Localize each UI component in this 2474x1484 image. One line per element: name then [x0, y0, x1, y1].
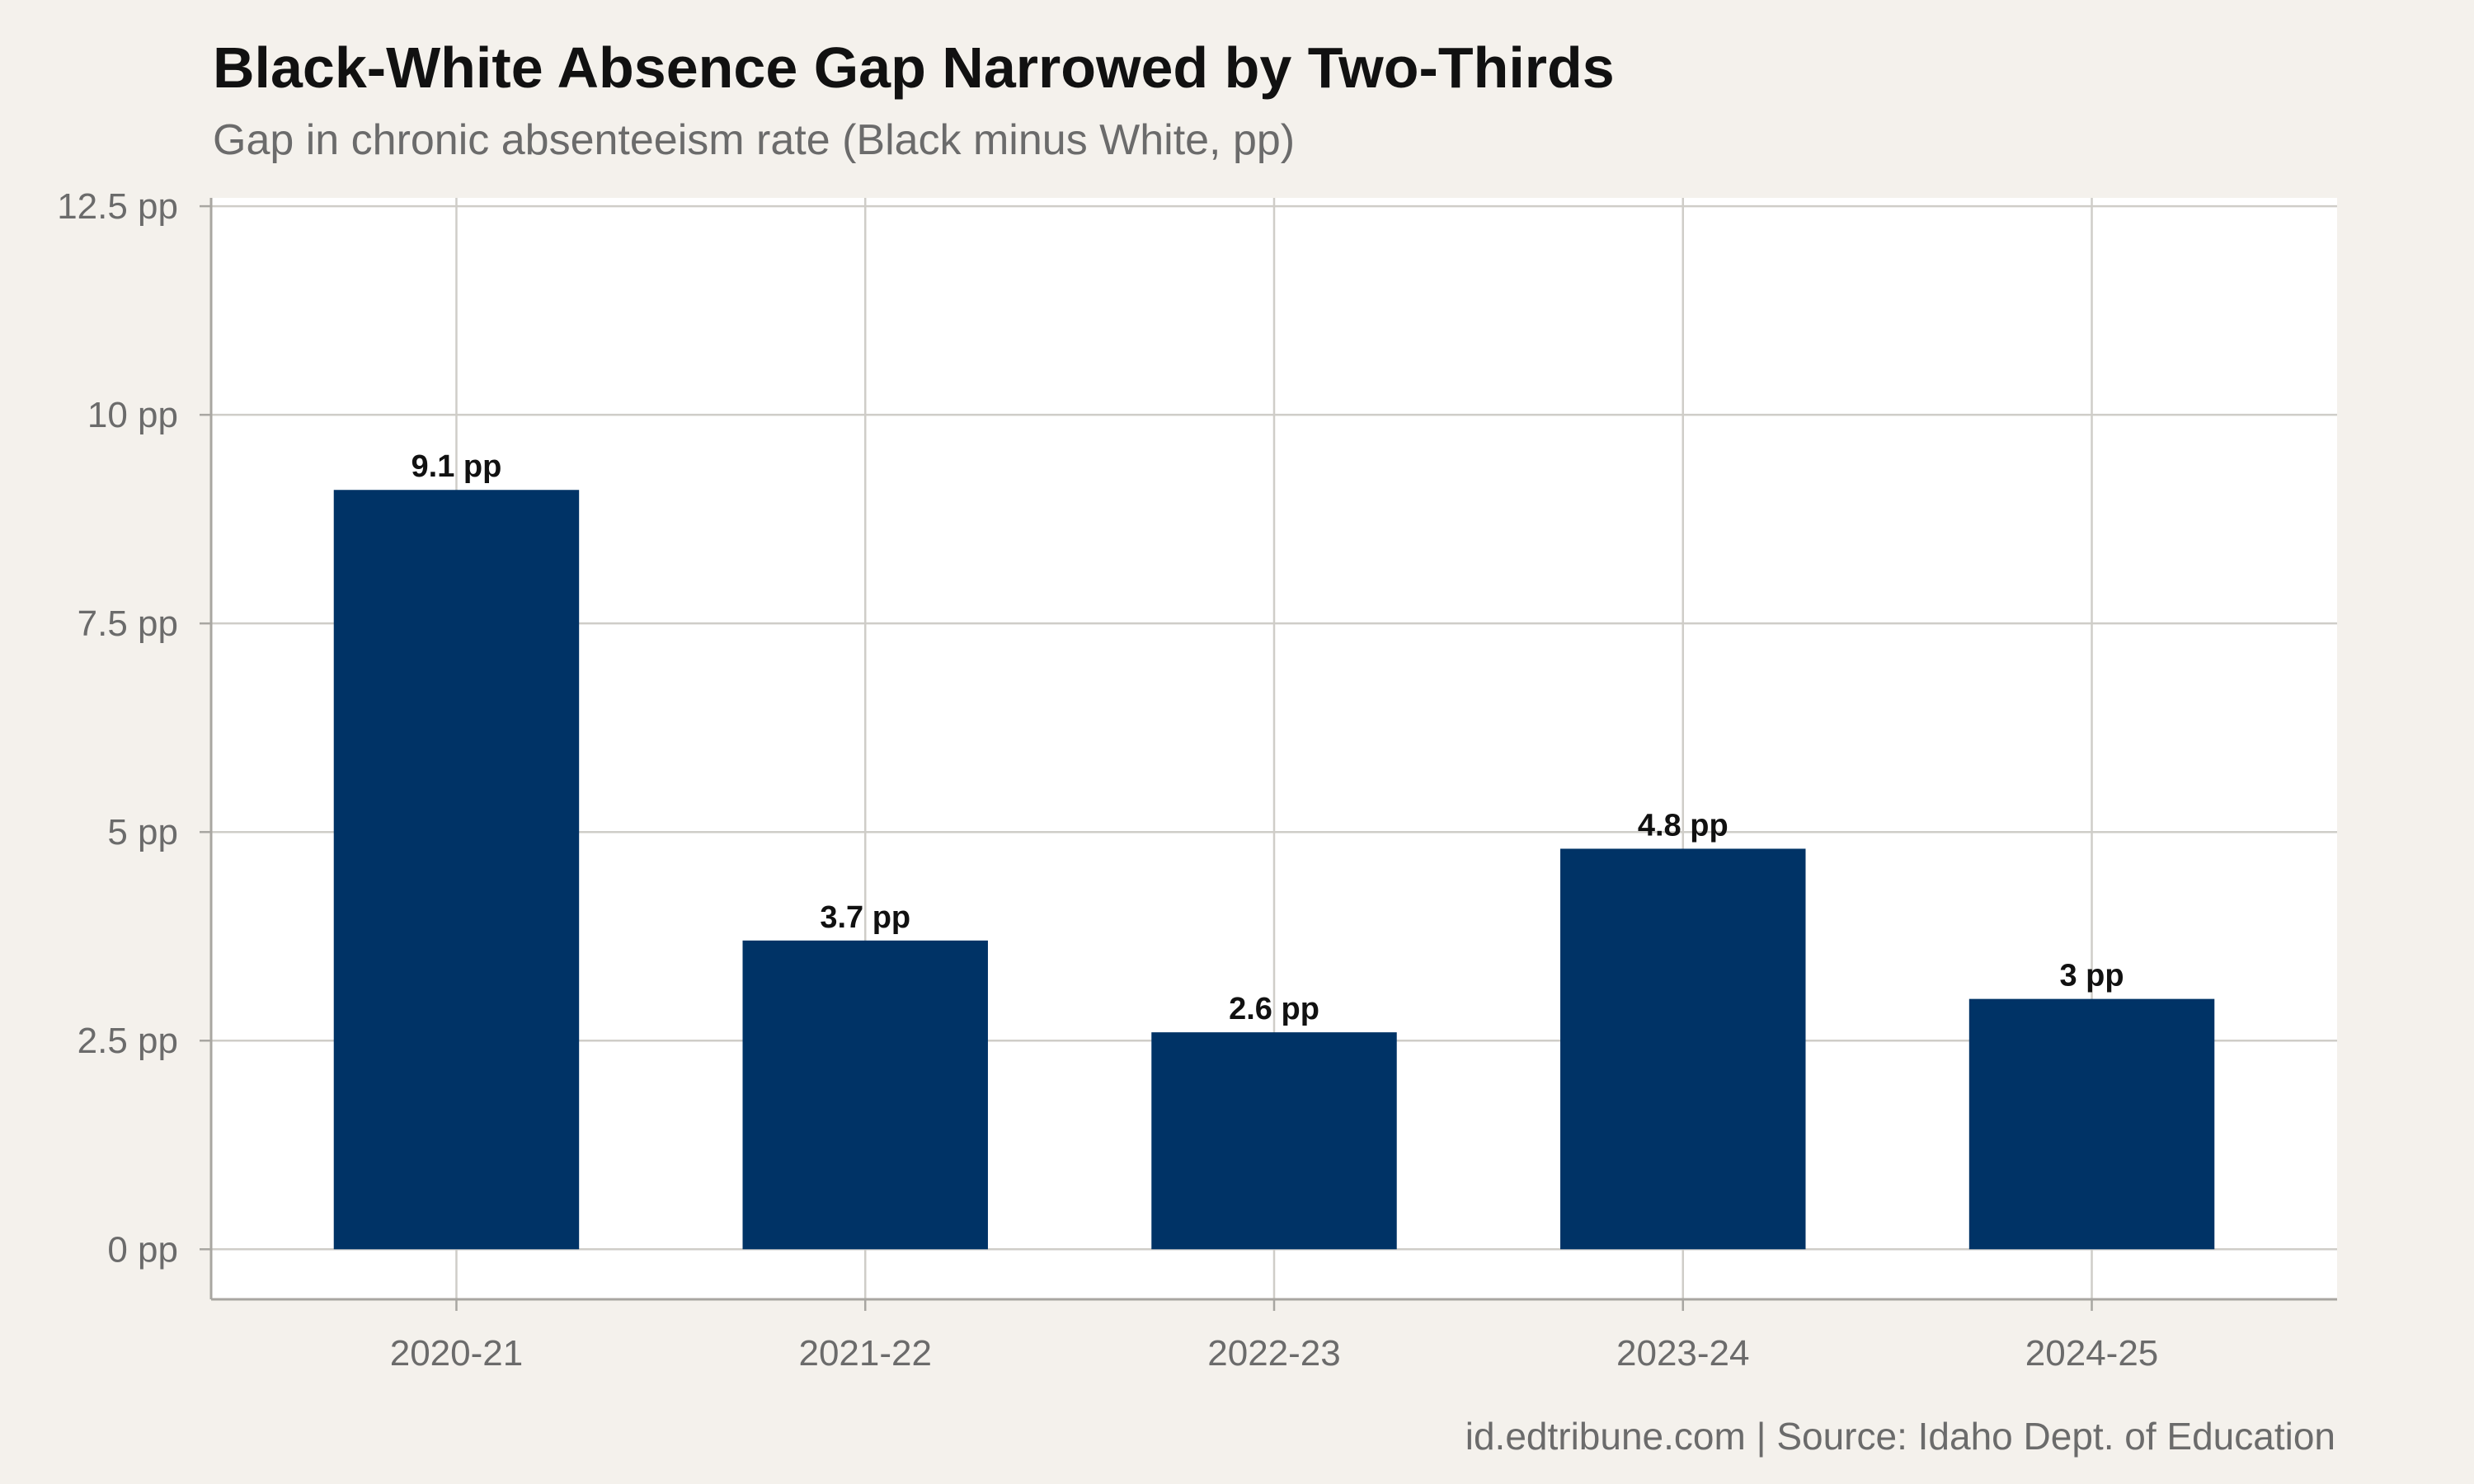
x-tick-label: 2021-22: [798, 1333, 931, 1374]
chart-title: Black-White Absence Gap Narrowed by Two-…: [213, 35, 1615, 100]
bar-value-label: 2.6 pp: [1229, 992, 1319, 1026]
y-tick-label: 5 pp: [107, 812, 178, 852]
bar-value-label: 9.1 pp: [412, 449, 502, 484]
bar: [333, 490, 580, 1250]
bars: [333, 490, 2215, 1250]
y-tick-label: 10 pp: [87, 395, 178, 435]
axes: 0 pp 2.5 pp 5 pp 7.5 pp 10 pp 12.5 pp 2020-21 2…: [57, 186, 2337, 1374]
x-tick-label: 2020-21: [390, 1333, 523, 1374]
bar: [1560, 848, 1806, 1250]
x-tick-label: 2023-24: [1616, 1333, 1749, 1374]
y-tick-label: 7.5 pp: [78, 603, 178, 644]
bar-value-label: 3.7 pp: [820, 900, 910, 935]
bar-value-label: 3 pp: [2059, 959, 2124, 993]
y-tick-label: 0 pp: [107, 1229, 178, 1270]
bar-value-label: 4.8 pp: [1638, 808, 1729, 843]
bar: [742, 940, 988, 1250]
y-tick-label: 12.5 pp: [57, 186, 178, 227]
x-tick-label: 2024-25: [2025, 1333, 2158, 1374]
bar: [1968, 998, 2215, 1250]
chart-caption: id.edtribune.com | Source: Idaho Dept. o…: [1465, 1415, 2335, 1458]
y-tick-label: 2.5 pp: [78, 1021, 178, 1061]
bar-labels: 9.1 pp 3.7 pp 2.6 pp 4.8 pp 3 pp: [412, 449, 2124, 1026]
bar: [1151, 1032, 1397, 1250]
chart-subtitle: Gap in chronic absenteeism rate (Black m…: [213, 116, 1296, 164]
x-tick-label: 2022-23: [1207, 1333, 1340, 1374]
